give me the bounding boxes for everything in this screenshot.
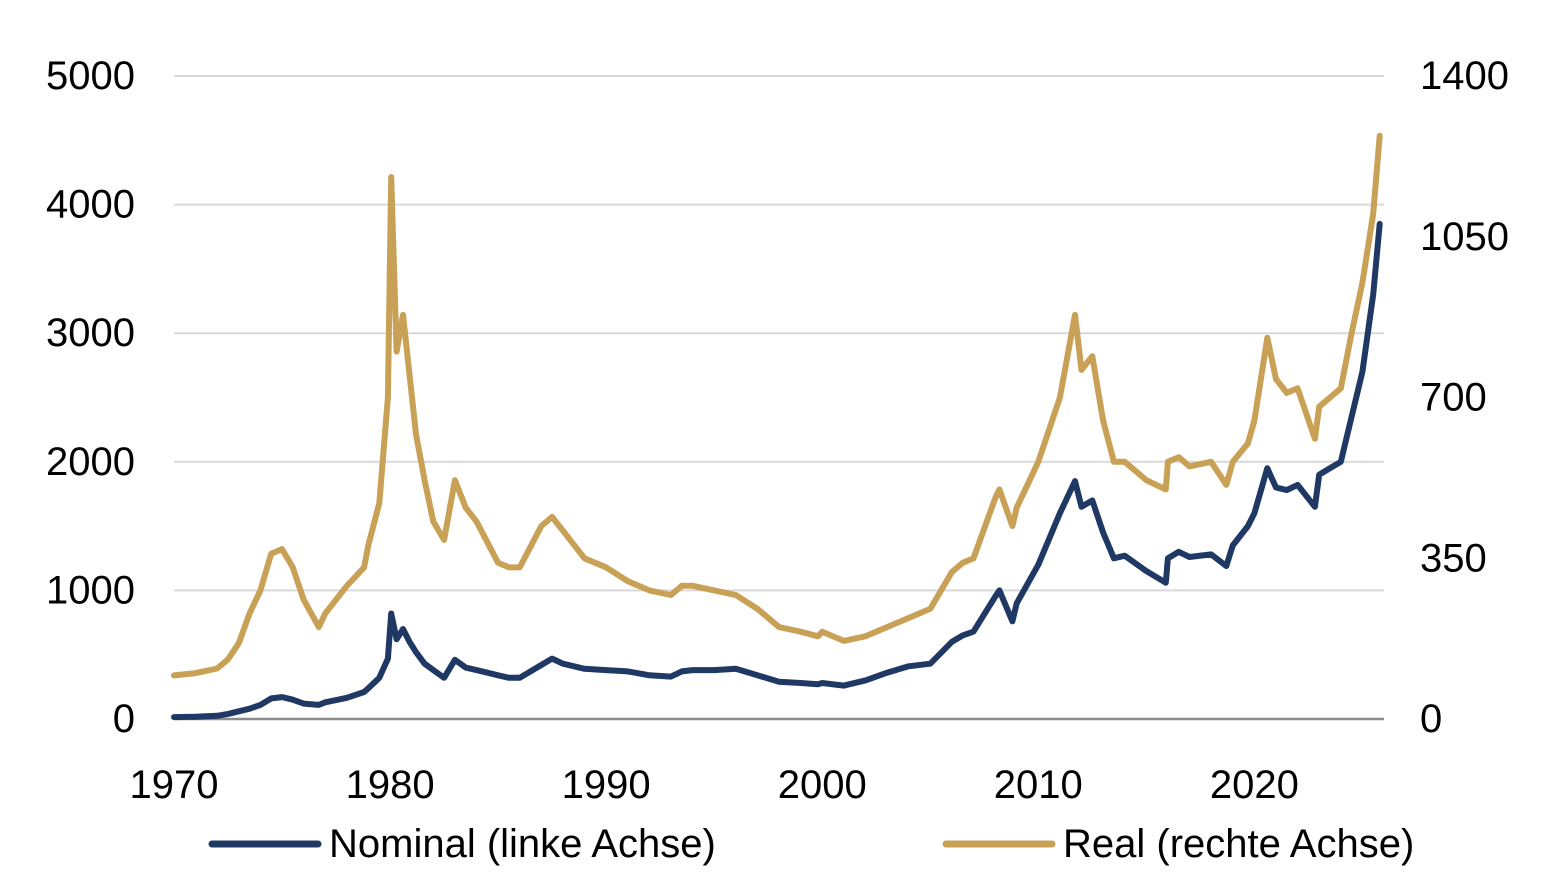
y-left-tick-label: 4000 [46, 183, 135, 227]
y-left-tick-label: 2000 [46, 440, 135, 484]
y-right-tick-label: 1050 [1420, 215, 1509, 259]
y-left-tick-label: 1000 [46, 568, 135, 612]
x-tick-label: 1980 [346, 763, 435, 807]
series-line-nominal [171, 220, 1383, 721]
legend-label-nominal: Nominal (linke Achse) [329, 822, 716, 866]
y-right-tick-label: 700 [1420, 376, 1487, 420]
x-tick-label: 1970 [130, 763, 219, 807]
y-left-tick-label: 3000 [46, 311, 135, 355]
legend-label-real: Real (rechte Achse) [1063, 822, 1414, 866]
series-line-real [171, 132, 1383, 679]
y-right-tick-label: 1400 [1420, 54, 1509, 98]
series-lines [171, 132, 1383, 721]
gridlines [174, 75, 1384, 721]
y-left-tick-label: 0 [113, 697, 135, 741]
x-tick-label: 2010 [994, 763, 1083, 807]
y-right-tick-label: 350 [1420, 536, 1487, 580]
y-left-tick-label: 5000 [46, 54, 135, 98]
x-tick-label: 2000 [778, 763, 867, 807]
axes: 0 1000 2000 3000 4000 5000 0 350 700 1050 1400 1970… [46, 54, 1509, 807]
x-tick-label: 2020 [1210, 763, 1299, 807]
y-right-tick-label: 0 [1420, 697, 1442, 741]
legend: Nominal (linke Achse) Real (rechte Achse) [208, 822, 1414, 866]
x-tick-label: 1990 [562, 763, 651, 807]
